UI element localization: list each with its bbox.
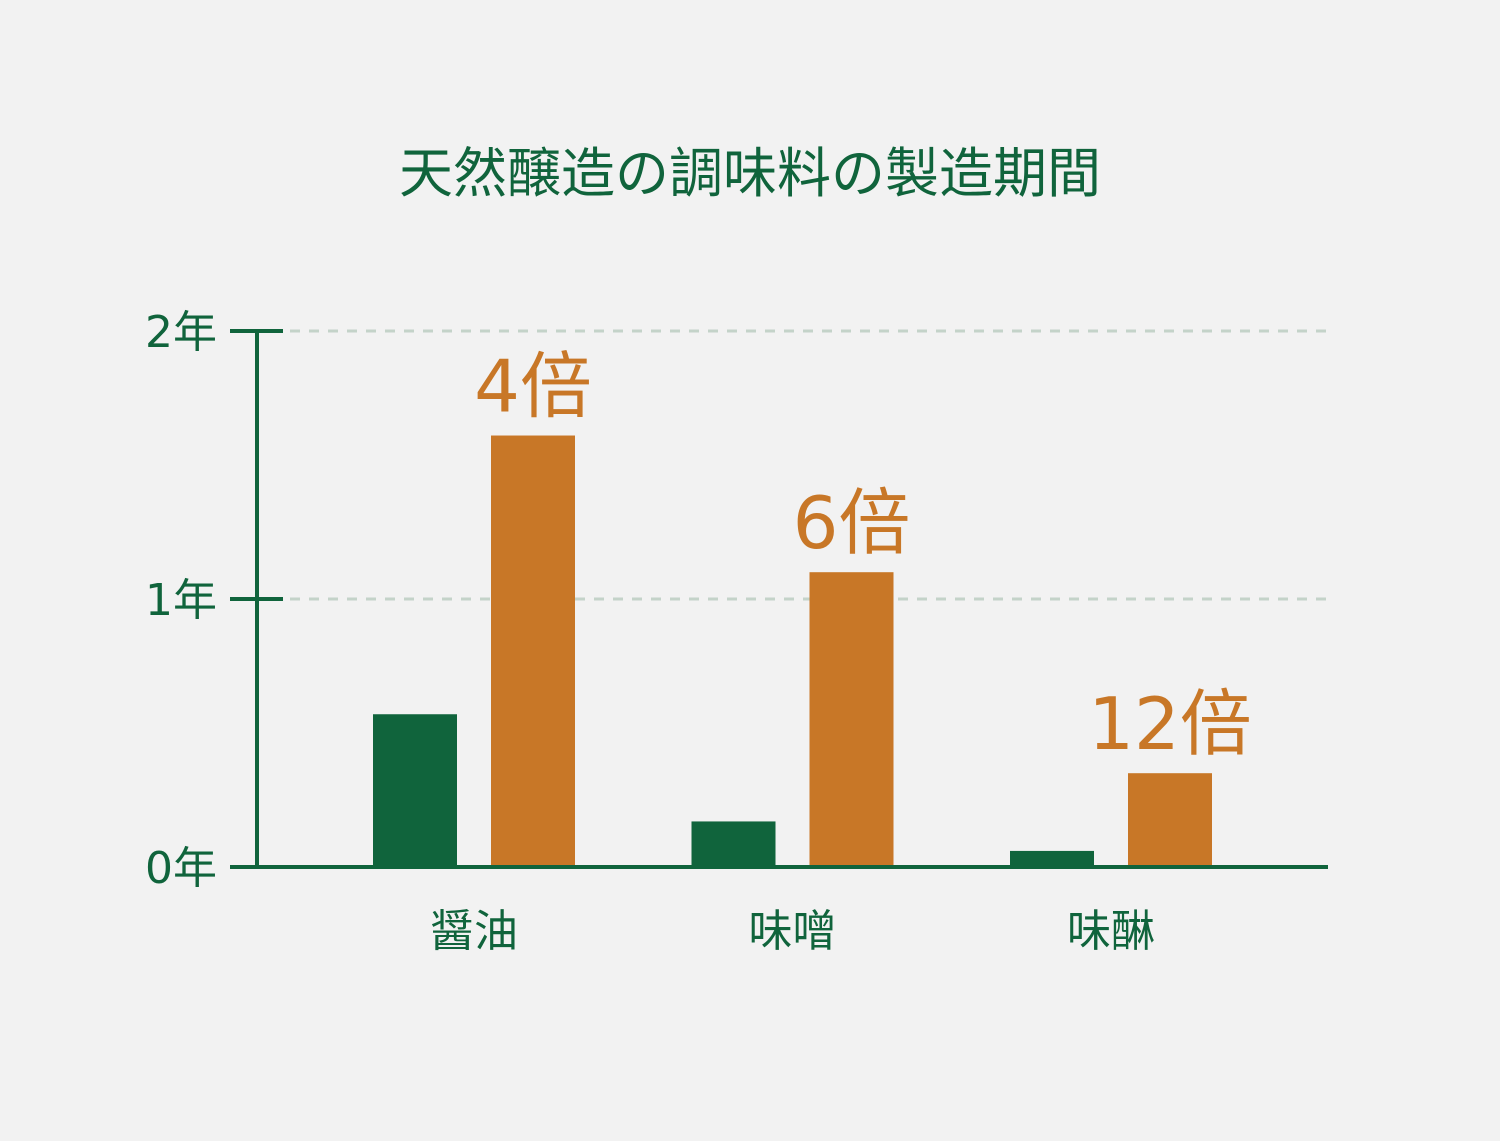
- bar: [1128, 773, 1212, 867]
- chart-title: 天然醸造の調味料の製造期間: [399, 142, 1101, 205]
- x-tick-label: 味醂: [1067, 906, 1155, 957]
- annotation: 12倍: [1088, 682, 1252, 766]
- annotation: 4倍: [474, 345, 592, 429]
- bar: [373, 714, 457, 867]
- annotation: 6倍: [793, 481, 911, 565]
- bar: [491, 435, 575, 867]
- bar: [1010, 850, 1094, 867]
- y-tick-label: 2年: [145, 307, 217, 358]
- y-tick-label: 0年: [145, 843, 217, 894]
- x-tick-label: 味噌: [749, 906, 837, 957]
- x-tick-label: 醤油: [430, 906, 518, 957]
- bar: [809, 572, 894, 867]
- bar: [691, 821, 776, 867]
- y-tick-label: 1年: [145, 575, 217, 626]
